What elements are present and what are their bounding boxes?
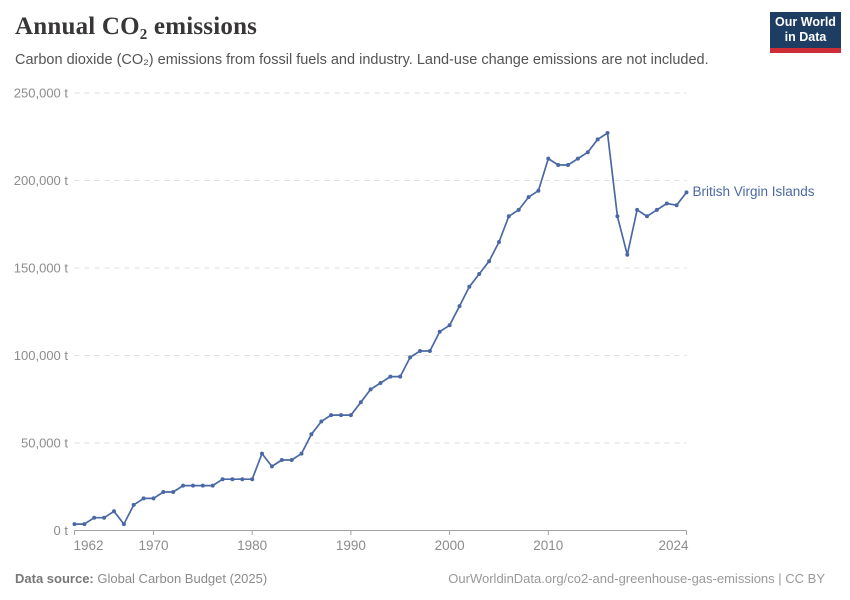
data-point-marker <box>654 207 659 212</box>
data-point-marker <box>368 387 373 392</box>
owid-logo-line2: in Data <box>784 30 827 44</box>
data-point-marker <box>487 259 492 264</box>
data-point-marker <box>536 188 541 193</box>
data-point-marker <box>200 483 205 488</box>
data-point-marker <box>605 131 610 135</box>
data-point-marker <box>398 374 403 379</box>
data-point-marker <box>506 214 511 219</box>
data-point-marker <box>516 207 521 212</box>
data-point-marker <box>684 190 689 195</box>
data-point-marker <box>319 419 324 424</box>
data-point-marker <box>388 374 393 379</box>
y-axis-tick-label: 150,000 t <box>14 261 69 276</box>
data-point-marker <box>131 502 136 507</box>
data-point-marker <box>171 490 176 494</box>
data-source-label: Data source: <box>15 571 94 586</box>
data-point-marker <box>575 156 580 161</box>
data-point-marker <box>181 483 186 488</box>
y-axis-tick-label: 100,000 t <box>14 348 69 363</box>
data-point-marker <box>408 355 413 360</box>
data-point-marker <box>161 490 166 494</box>
x-axis-tick-label: 2000 <box>435 538 465 553</box>
data-point-marker <box>279 458 284 462</box>
data-point-marker <box>427 349 432 353</box>
attribution-link[interactable]: OurWorldinData.org/co2-and-greenhouse-ga… <box>448 571 825 586</box>
data-point-marker <box>92 515 97 520</box>
series-label-british-virgin-islands[interactable]: British Virgin Islands <box>692 184 815 200</box>
chart-footer: Data source: Global Carbon Budget (2025)… <box>15 571 825 586</box>
data-point-marker <box>250 477 255 482</box>
data-point-marker <box>210 483 215 488</box>
data-point-marker <box>625 252 630 257</box>
data-point-marker <box>437 329 442 334</box>
data-point-marker <box>348 413 353 418</box>
data-point-marker <box>664 201 669 206</box>
data-point-marker <box>82 522 87 527</box>
data-point-marker <box>112 509 116 514</box>
data-point-marker <box>457 304 462 309</box>
data-point-marker <box>418 349 422 353</box>
x-axis-tick-label: 1962 <box>74 538 104 553</box>
data-point-marker <box>102 515 107 520</box>
data-point-marker <box>566 163 570 167</box>
data-point-marker <box>309 432 314 437</box>
data-point-marker <box>358 400 363 405</box>
data-point-marker <box>447 323 452 328</box>
data-point-marker <box>299 451 304 456</box>
emissions-line[interactable] <box>73 132 688 525</box>
data-point-marker <box>526 195 531 200</box>
x-axis-tick-label: 1970 <box>138 538 168 553</box>
data-point-marker <box>467 284 472 289</box>
y-axis-tick-label: 200,000 t <box>14 173 69 188</box>
data-point-marker <box>141 496 146 501</box>
data-point-marker <box>497 240 501 244</box>
data-point-marker <box>289 458 294 462</box>
data-point-marker <box>121 522 126 527</box>
data-point-marker <box>595 137 600 142</box>
data-point-marker <box>230 477 235 482</box>
y-axis-tick-label: 0 t <box>54 523 69 538</box>
data-point-marker <box>378 381 383 385</box>
data-point-marker <box>260 451 264 456</box>
data-source: Data source: Global Carbon Budget (2025) <box>15 571 267 586</box>
data-point-marker <box>72 522 77 527</box>
data-point-marker <box>615 214 620 219</box>
x-axis-tick-label: 1980 <box>237 538 267 553</box>
x-axis-tick-label: 2010 <box>533 538 563 553</box>
data-point-marker <box>240 477 245 482</box>
data-point-marker <box>339 413 343 418</box>
data-point-marker <box>635 207 640 212</box>
y-axis-tick-label: 50,000 t <box>21 436 68 451</box>
chart-subtitle: Carbon dioxide (CO₂) emissions from foss… <box>15 52 709 68</box>
chart-title: Annual CO₂ emissions <box>15 13 258 40</box>
x-axis-tick-label: 1990 <box>336 538 366 553</box>
data-point-marker <box>674 203 679 208</box>
x-axis-tick-label: 2024 <box>658 538 689 553</box>
data-source-value: Global Carbon Budget (2025) <box>93 571 268 586</box>
data-point-marker <box>220 477 225 482</box>
data-point-marker <box>191 483 195 488</box>
data-point-marker <box>269 464 274 469</box>
data-point-marker <box>645 214 649 219</box>
data-point-marker <box>477 272 482 276</box>
data-point-marker <box>585 150 590 155</box>
owid-logo[interactable]: Our World in Data <box>770 12 841 53</box>
y-axis-tick-label: 250,000 t <box>14 86 69 101</box>
data-point-marker <box>329 413 334 418</box>
data-point-marker <box>151 496 156 501</box>
data-point-marker <box>546 156 551 161</box>
data-point-marker <box>556 163 561 167</box>
owid-logo-line1: Our World <box>775 15 836 29</box>
